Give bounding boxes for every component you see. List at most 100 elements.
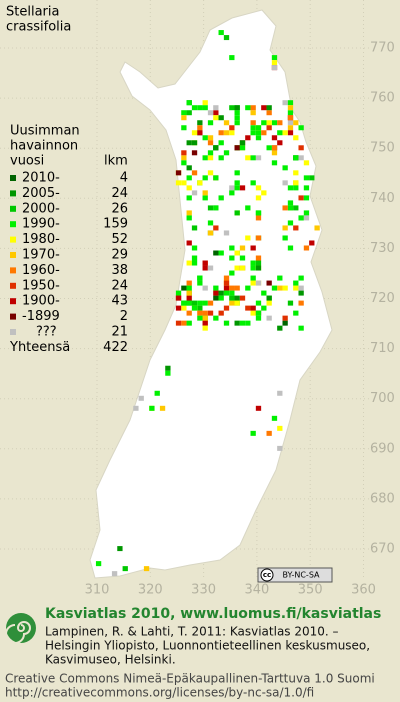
observation-square	[255, 155, 262, 161]
legend-header: vuosi	[10, 154, 44, 169]
species-name: crassifolia	[6, 20, 71, 35]
observation-square	[191, 255, 198, 261]
observation-square	[271, 55, 278, 61]
observation-square	[293, 180, 299, 186]
observation-square	[191, 300, 198, 306]
observation-square	[202, 265, 208, 271]
observation-square	[202, 190, 208, 196]
observation-square	[282, 235, 288, 241]
observation-square	[287, 130, 294, 136]
observation-square	[202, 320, 208, 326]
observation-square	[293, 155, 299, 161]
citation: Kasvimuseo, Helsinki.	[45, 653, 176, 667]
observation-square	[298, 290, 304, 296]
observation-square	[186, 300, 192, 306]
observation-square	[213, 295, 219, 301]
legend-swatch	[10, 175, 16, 181]
observation-square	[207, 220, 214, 226]
legend-swatch	[10, 298, 16, 305]
observation-square	[191, 225, 198, 231]
observation-square	[234, 170, 240, 176]
observation-square	[175, 170, 182, 176]
legend-total-count: 422	[103, 340, 128, 355]
observation-square	[303, 195, 310, 201]
observation-square	[186, 175, 192, 181]
observation-square	[234, 295, 240, 301]
observation-square	[277, 285, 283, 291]
observation-square	[261, 190, 267, 196]
legend-label: -1899	[22, 309, 60, 324]
observation-square	[239, 145, 246, 151]
observation-square	[239, 295, 246, 301]
observation-square	[234, 320, 240, 326]
observation-square	[186, 280, 192, 286]
observation-square	[229, 185, 235, 191]
observation-square	[175, 320, 182, 326]
observation-square	[207, 110, 214, 116]
observation-square	[250, 265, 256, 271]
observation-square	[298, 155, 304, 161]
observation-square	[266, 300, 272, 306]
observation-square	[298, 215, 304, 221]
observation-square	[197, 310, 203, 316]
observation-square	[181, 155, 187, 161]
observation-square	[207, 140, 214, 146]
observation-square	[223, 130, 230, 136]
observation-square	[250, 125, 256, 131]
observation-square	[181, 110, 187, 116]
observation-square	[250, 105, 256, 111]
observation-square	[293, 170, 299, 176]
observation-square	[202, 310, 208, 316]
observation-square	[229, 270, 235, 276]
observation-square	[293, 120, 299, 126]
observation-square	[213, 105, 219, 111]
observation-square	[239, 265, 246, 271]
observation-square	[282, 225, 288, 231]
observation-square	[234, 105, 240, 111]
observation-square	[298, 285, 304, 291]
observation-square	[303, 160, 310, 166]
observation-square	[234, 300, 240, 306]
observation-square	[287, 105, 294, 111]
observation-square	[298, 195, 304, 201]
observation-square	[250, 260, 256, 266]
observation-square	[154, 390, 160, 396]
observation-square	[207, 230, 214, 236]
legend-label: 1900-	[22, 294, 60, 309]
citation: Lampinen, R. & Lahti, T. 2011: Kasviatla…	[45, 625, 339, 639]
observation-square	[197, 120, 203, 126]
observation-square	[186, 110, 192, 116]
observation-square	[261, 120, 267, 126]
observation-square	[191, 190, 198, 196]
observation-square	[197, 315, 203, 321]
observation-square	[293, 310, 299, 316]
observation-square	[239, 245, 246, 251]
observation-square	[239, 320, 246, 326]
observation-square	[271, 120, 278, 126]
observation-square	[207, 300, 214, 306]
observation-square	[266, 145, 272, 151]
observation-square	[293, 205, 299, 211]
observation-square	[287, 185, 294, 191]
x-tick-label: 360	[351, 583, 376, 598]
license: http://creativecommons.org/licenses/by-n…	[5, 686, 314, 700]
observation-square	[223, 320, 230, 326]
observation-square	[298, 145, 304, 151]
observation-square	[181, 320, 187, 326]
observation-square	[223, 120, 230, 126]
observation-square	[218, 295, 224, 301]
legend-swatch	[10, 282, 16, 289]
legend-label: 1990-	[22, 217, 60, 232]
observation-square	[266, 280, 272, 286]
observation-square	[250, 305, 256, 311]
legend-label: 2005-	[22, 186, 60, 201]
observation-square	[282, 205, 288, 211]
observation-square	[229, 295, 235, 301]
observation-square	[293, 135, 299, 141]
observation-square	[277, 390, 283, 396]
observation-square	[207, 120, 214, 126]
observation-square	[117, 546, 123, 552]
observation-square	[213, 315, 219, 321]
observation-square	[197, 300, 203, 306]
